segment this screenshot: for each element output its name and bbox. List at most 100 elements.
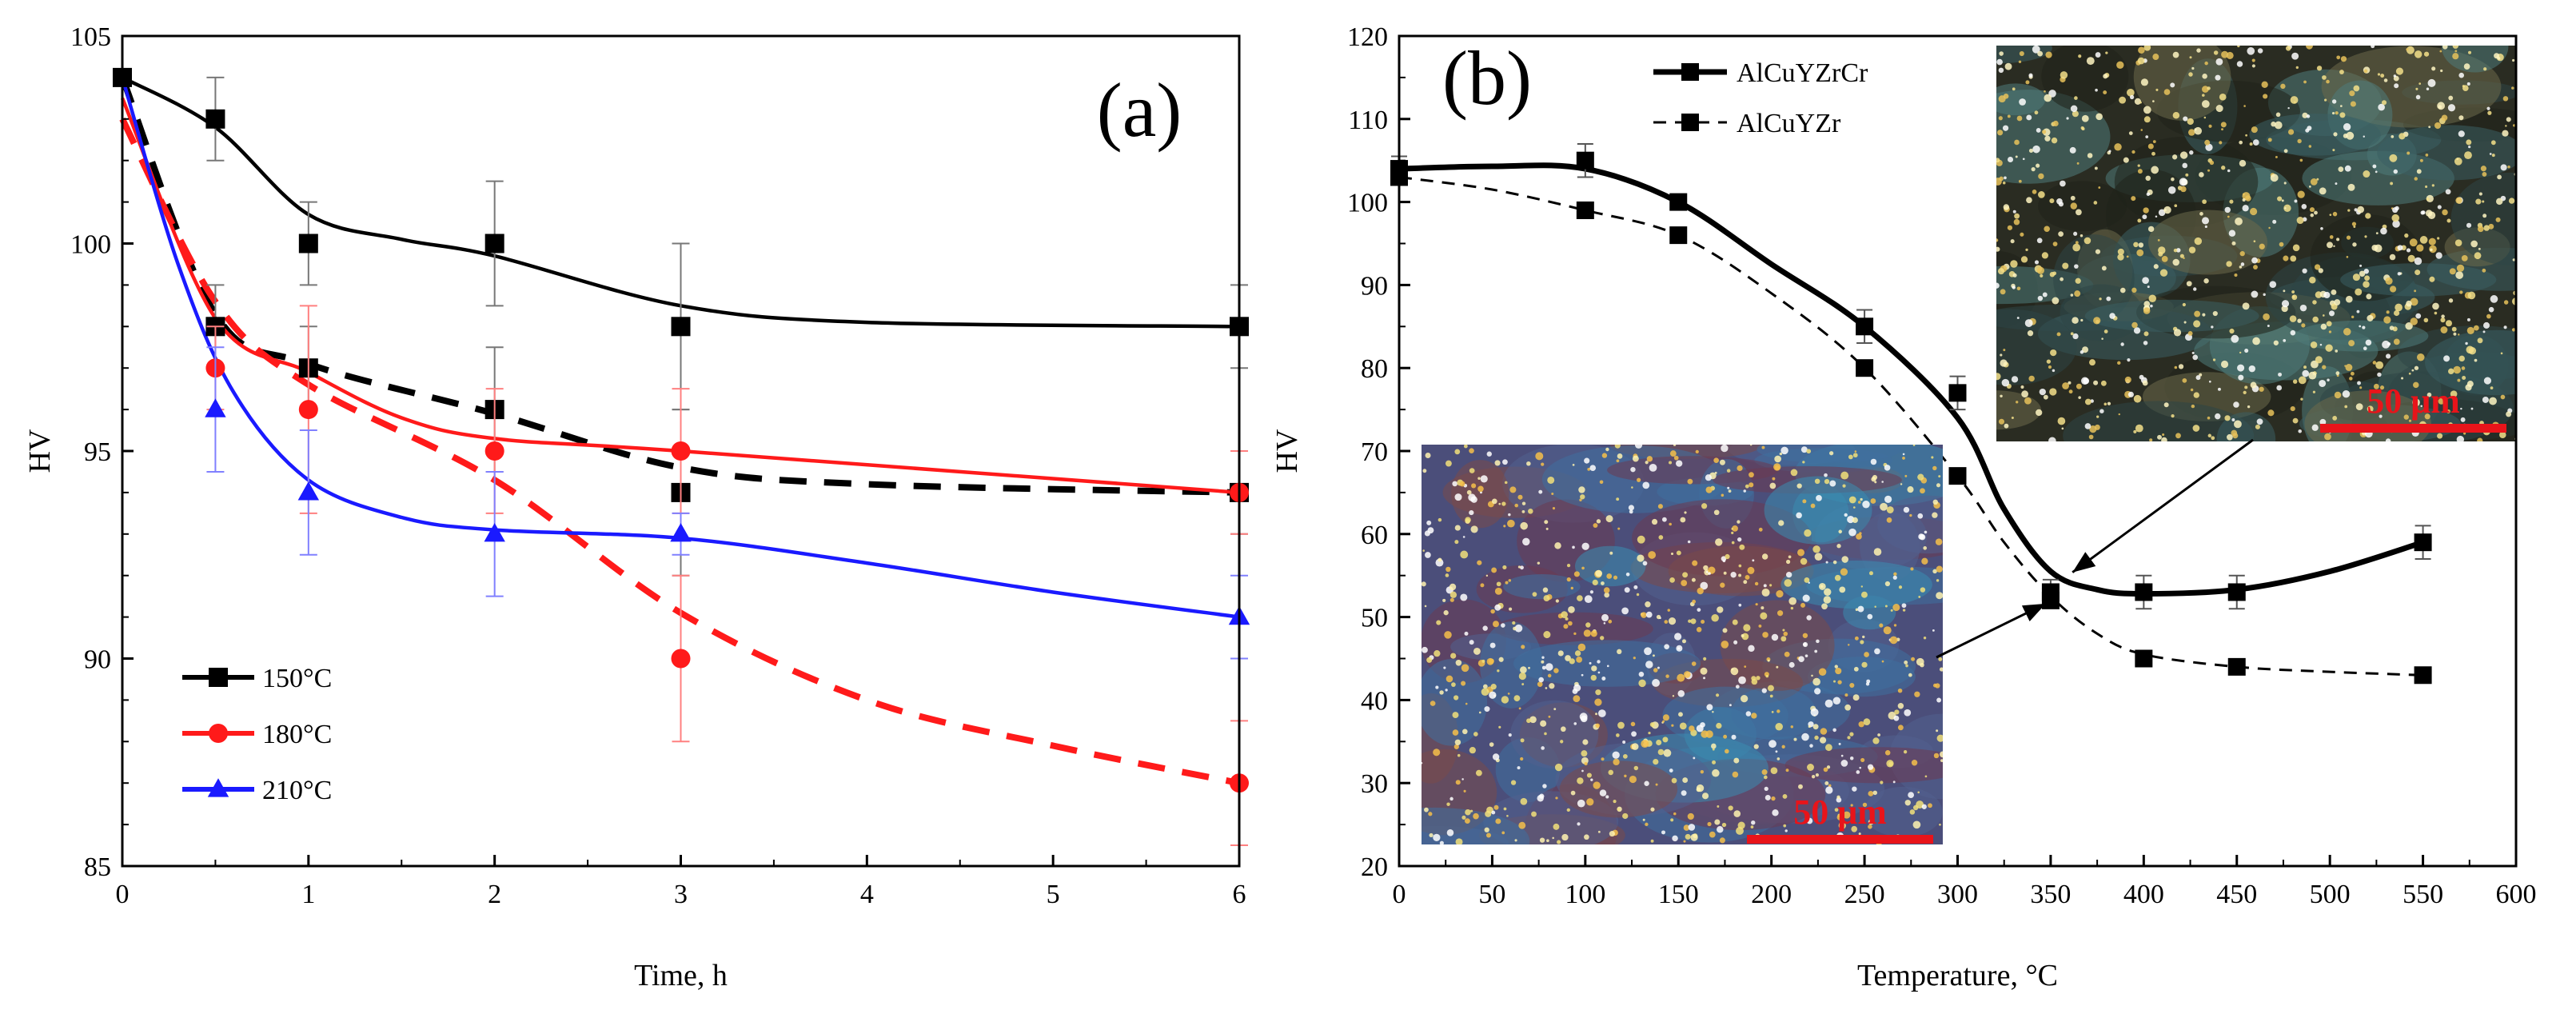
precipitate-particle [1585, 622, 1591, 628]
precipitate-particle [1548, 715, 1551, 718]
precipitate-particle [1463, 445, 1468, 449]
precipitate-particle [2446, 409, 2450, 413]
precipitate-particle [1824, 478, 1830, 485]
precipitate-particle [1761, 769, 1768, 776]
precipitate-particle [1520, 757, 1524, 761]
precipitate-particle [1521, 509, 1525, 513]
precipitate-particle [2334, 391, 2342, 399]
precipitate-particle [1554, 542, 1561, 549]
series-fit-line [121, 75, 1240, 329]
precipitate-particle [1867, 764, 1874, 770]
precipitate-particle [1543, 631, 1551, 639]
precipitate-particle [1424, 530, 1430, 537]
precipitate-particle [2138, 46, 2145, 54]
precipitate-particle [2468, 346, 2477, 355]
precipitate-particle [2268, 226, 2271, 230]
precipitate-particle [2416, 244, 2424, 252]
precipitate-particle [1491, 498, 1497, 505]
precipitate-particle [1936, 592, 1943, 600]
precipitate-particle [2439, 50, 2442, 53]
precipitate-particle [2215, 58, 2223, 66]
precipitate-particle [2202, 199, 2207, 205]
precipitate-particle [1879, 623, 1884, 628]
precipitate-particle [2046, 359, 2052, 364]
precipitate-particle [2393, 338, 2400, 345]
precipitate-particle [2220, 360, 2229, 369]
precipitate-particle [2495, 198, 2503, 206]
precipitate-particle [1738, 564, 1742, 568]
precipitate-particle [1637, 554, 1645, 562]
precipitate-particle [1772, 809, 1779, 816]
precipitate-particle [1727, 486, 1730, 489]
precipitate-particle [1859, 532, 1862, 535]
precipitate-particle [2126, 88, 2135, 97]
precipitate-particle [2389, 325, 2395, 330]
data-point [671, 441, 691, 461]
precipitate-particle [2319, 187, 2327, 195]
precipitate-particle [1589, 590, 1594, 594]
precipitate-particle [2062, 382, 2069, 389]
grain-region [2053, 234, 2135, 324]
precipitate-particle [1893, 715, 1900, 721]
precipitate-particle [2239, 250, 2245, 257]
precipitate-particle [2267, 325, 2270, 328]
precipitate-particle [1911, 760, 1918, 766]
precipitate-particle [2060, 277, 2064, 281]
precipitate-particle [1806, 449, 1812, 454]
precipitate-particle [1907, 486, 1914, 493]
precipitate-particle [2294, 199, 2298, 203]
precipitate-particle [1684, 511, 1687, 514]
precipitate-particle [2424, 413, 2430, 420]
precipitate-particle [2094, 424, 2100, 430]
precipitate-particle [1761, 688, 1767, 693]
precipitate-particle [2412, 398, 2420, 407]
precipitate-particle [1801, 733, 1809, 741]
precipitate-particle [1850, 804, 1853, 807]
precipitate-particle [1847, 515, 1855, 524]
precipitate-particle [2072, 243, 2081, 252]
precipitate-particle [1924, 775, 1928, 778]
precipitate-particle [2451, 326, 2457, 332]
precipitate-particle [2070, 202, 2077, 210]
precipitate-particle [1737, 520, 1741, 524]
precipitate-particle [1998, 95, 2006, 103]
precipitate-particle [2490, 295, 2498, 303]
precipitate-particle [2123, 157, 2129, 163]
precipitate-particle [2078, 396, 2081, 399]
precipitate-particle [1872, 737, 1880, 745]
precipitate-particle [2284, 207, 2287, 210]
precipitate-particle [1490, 609, 1495, 614]
precipitate-particle [1455, 780, 1461, 785]
precipitate-particle [2224, 415, 2231, 421]
precipitate-particle [2285, 46, 2291, 51]
precipitate-particle [1997, 268, 2005, 275]
x-tick-label: 200 [1751, 880, 1792, 909]
precipitate-particle [2133, 242, 2139, 248]
precipitate-particle [1730, 572, 1737, 578]
precipitate-particle [1716, 722, 1722, 729]
precipitate-particle [2311, 424, 2319, 431]
precipitate-particle [1608, 619, 1613, 624]
precipitate-particle [2018, 179, 2022, 183]
precipitate-particle [2229, 328, 2235, 334]
legend-marker [1681, 63, 1699, 81]
precipitate-particle [2399, 133, 2406, 140]
precipitate-particle [1859, 766, 1861, 769]
precipitate-particle [1445, 573, 1449, 577]
precipitate-particle [1601, 757, 1605, 761]
precipitate-particle [2140, 129, 2143, 131]
precipitate-particle [2462, 85, 2466, 88]
precipitate-particle [2391, 135, 2395, 138]
precipitate-particle [2425, 185, 2428, 188]
precipitate-particle [1486, 451, 1492, 457]
precipitate-particle [2332, 211, 2338, 217]
precipitate-particle [1804, 577, 1810, 583]
precipitate-particle [1625, 572, 1630, 577]
precipitate-particle [2036, 128, 2041, 133]
precipitate-particle [1771, 710, 1774, 713]
precipitate-particle [1429, 832, 1434, 838]
precipitate-particle [2273, 340, 2279, 345]
precipitate-particle [2482, 330, 2486, 333]
precipitate-particle [1580, 494, 1585, 500]
precipitate-particle [1687, 478, 1693, 485]
